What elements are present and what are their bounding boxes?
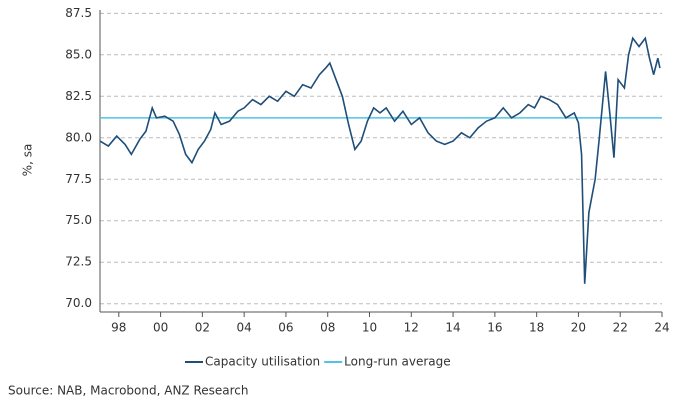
x-tick-label: 98 bbox=[111, 321, 126, 335]
y-tick-label: 77.5 bbox=[65, 172, 92, 186]
y-tick-label: 85.0 bbox=[65, 47, 92, 61]
x-tick-label: 08 bbox=[320, 321, 335, 335]
legend-label: Long-run average bbox=[344, 355, 450, 369]
x-tick-label: 06 bbox=[278, 321, 293, 335]
y-tick-label: 70.0 bbox=[65, 296, 92, 310]
x-tick-label: 20 bbox=[571, 321, 586, 335]
y-tick-label: 72.5 bbox=[65, 255, 92, 269]
x-tick-label: 14 bbox=[445, 321, 460, 335]
x-tick-label: 12 bbox=[404, 321, 419, 335]
source: Source: NAB, Macrobond, ANZ Research bbox=[8, 384, 249, 398]
y-tick-label: 80.0 bbox=[65, 130, 92, 144]
x-tick-label: 22 bbox=[613, 321, 628, 335]
x-tick-label: 18 bbox=[529, 321, 544, 335]
y-tick-label: 87.5 bbox=[65, 6, 92, 20]
y-tick-label: 82.5 bbox=[65, 89, 92, 103]
x-tick-label: 24 bbox=[654, 321, 669, 335]
x-tick-label: 00 bbox=[153, 321, 168, 335]
legend-label: Capacity utilisation bbox=[205, 355, 320, 369]
line bbox=[99, 36, 661, 284]
y-axis-label: %, sa bbox=[21, 144, 35, 177]
x-tick-label: 02 bbox=[195, 321, 210, 335]
x-tick-label: 16 bbox=[487, 321, 502, 335]
y-tick-label: 75.0 bbox=[65, 213, 92, 227]
x-tick-label: 10 bbox=[362, 321, 377, 335]
x-tick-label: 04 bbox=[237, 321, 252, 335]
